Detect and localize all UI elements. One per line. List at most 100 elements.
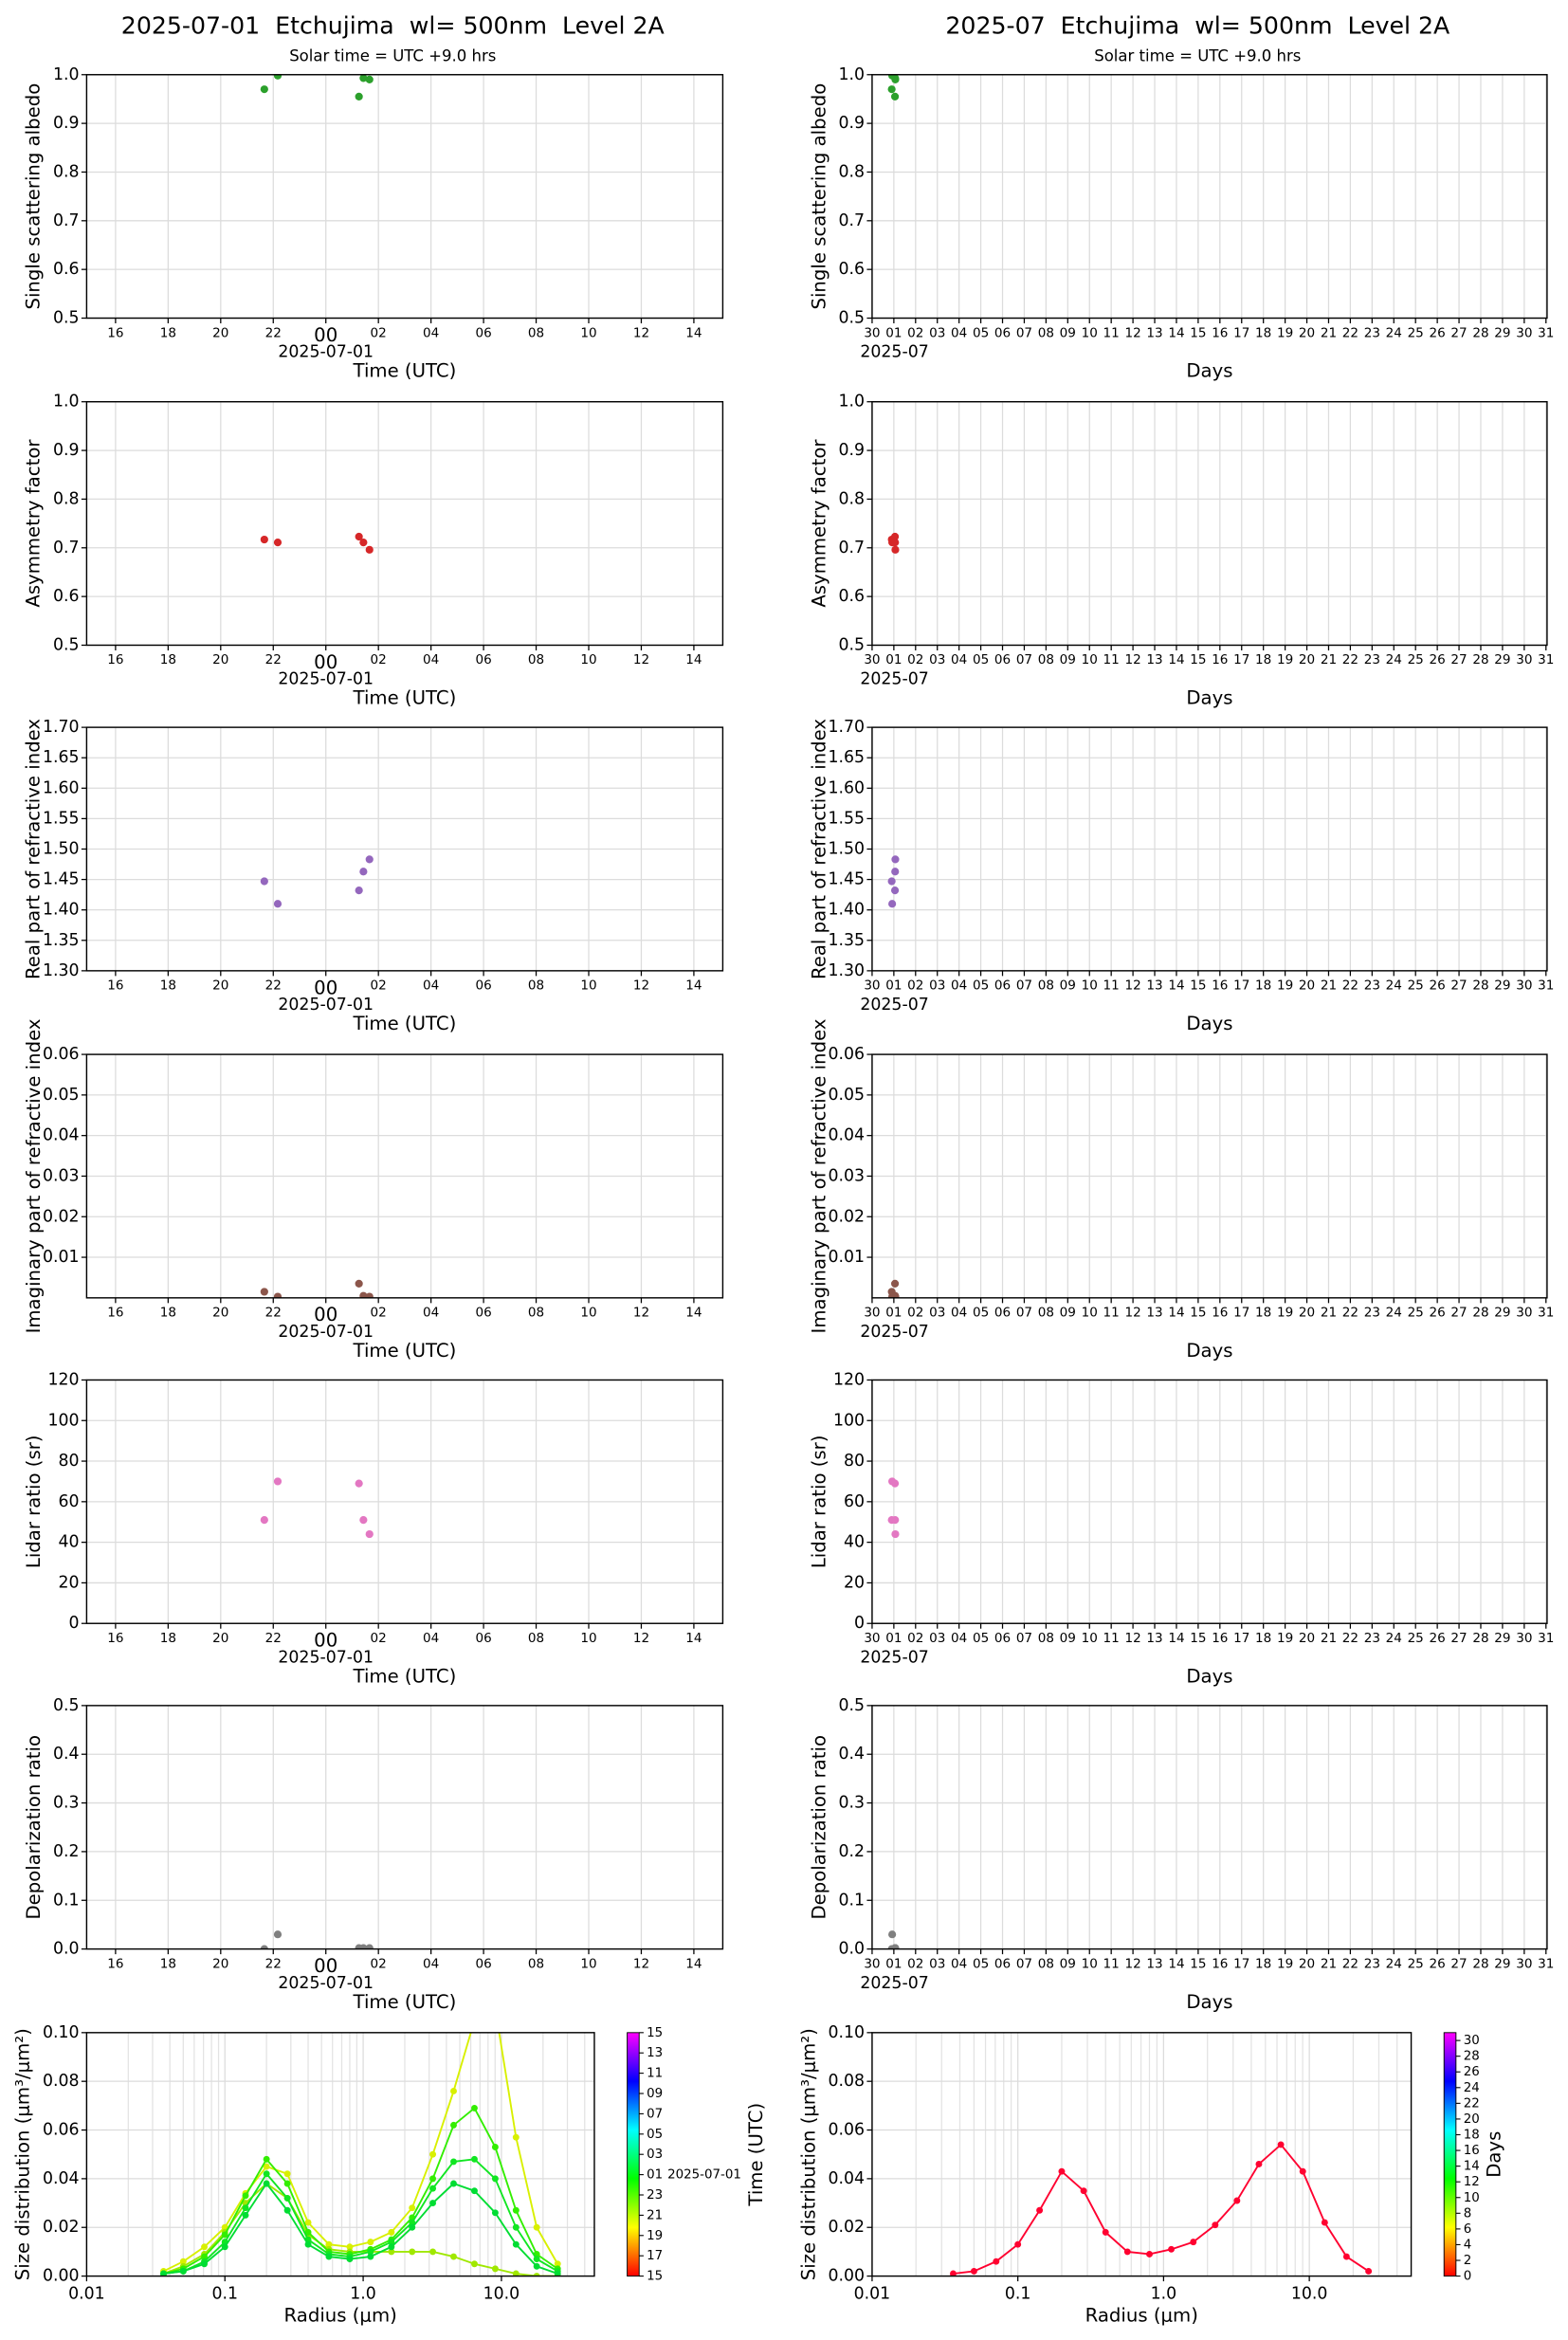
y-tick-label: 0.06 — [828, 1045, 865, 1064]
y-tick-label: 0.00 — [43, 2267, 80, 2286]
point — [891, 855, 900, 864]
colorbar-tick-label: 23 — [647, 2188, 663, 2203]
point — [890, 532, 900, 541]
x-tick-label: 13 — [1146, 1631, 1162, 1646]
point — [890, 1479, 900, 1488]
x-tick-label: 07 — [1016, 1306, 1032, 1321]
y-tick-label: 0.3 — [53, 1794, 80, 1813]
x-tick-label: 30 — [864, 978, 880, 994]
point — [283, 2206, 291, 2214]
x-tick-label: 07 — [1016, 1631, 1032, 1646]
point — [470, 2187, 478, 2195]
x-tick-label: 05 — [973, 1306, 989, 1321]
y-tick-label: 0.04 — [43, 1126, 80, 1145]
colorbar-tick-label: 03 — [647, 2148, 663, 2162]
y-tick-label: 100 — [833, 1411, 865, 1430]
x-tick-label: 02 — [907, 325, 923, 340]
x-tick-label: 18 — [1255, 1306, 1271, 1321]
y-tick-label: 0.1 — [53, 1891, 80, 1910]
x-tick-label: 16 — [1212, 1631, 1228, 1646]
panel: 1.30 1.35 1.40 1.45 1.50 1.55 1.60 1.65 1.70 30 01… — [808, 718, 1554, 1034]
y-tick-label: 1.0 — [53, 393, 80, 411]
x-tick-label: 29 — [1494, 978, 1510, 994]
point — [273, 1477, 283, 1486]
y-tick-label: 0.7 — [53, 539, 80, 558]
x-tick-label: 21 — [1321, 1631, 1337, 1646]
x-tick-label: 08 — [528, 1631, 544, 1646]
x-tick-label: 30 — [864, 1306, 880, 1321]
plot-area — [260, 1477, 374, 1539]
panel: 0.01 0.02 0.03 0.04 0.05 0.06 30 01 02 03 04 05 06 07… — [808, 1018, 1554, 1362]
point — [533, 2256, 540, 2263]
x-tick-label: 25 — [1408, 325, 1424, 340]
x-tick-label: 08 — [528, 1306, 544, 1321]
point — [533, 2262, 540, 2270]
panel: 0.01 0.02 0.03 0.04 0.05 0.06 16 18 20 22 00 02 04 06… — [23, 1018, 724, 1362]
x-tick-label: 22 — [1342, 1306, 1358, 1321]
x-tick-label: 21 — [1321, 1306, 1337, 1321]
colorbar-tick-label: 21 — [647, 2208, 663, 2222]
x-tick-label: 12 — [1124, 1956, 1140, 1971]
x-tick-label: 14 — [685, 652, 702, 667]
point — [512, 2240, 520, 2248]
x-tick-label: 07 — [1016, 325, 1032, 340]
x-tick-label: 01 — [885, 1956, 902, 1971]
x-tick-label: 22 — [265, 652, 282, 667]
y-tick-label: 1.65 — [828, 748, 865, 767]
y-tick-label: 1.55 — [828, 809, 865, 828]
x-tick-label: 19 — [1277, 652, 1293, 667]
point — [242, 2211, 249, 2219]
point — [949, 2270, 957, 2276]
plot-area — [260, 74, 374, 101]
x-tick-label: 00 — [314, 1955, 337, 1977]
chart-subtitle: Solar time = UTC +9.0 hrs — [1094, 46, 1301, 64]
x-tick-label: 28 — [1472, 978, 1488, 994]
x-tick-label: 12 — [1124, 652, 1140, 667]
x-tick-label: 06 — [994, 1631, 1011, 1646]
point — [512, 2133, 520, 2141]
x-tick-label: 20 — [1299, 652, 1315, 667]
point — [260, 1288, 268, 1296]
x-tick-label: 16 — [107, 1306, 123, 1321]
x-tick-label: 31 — [1538, 652, 1554, 667]
x-tick-label: 31 — [1538, 1306, 1554, 1321]
x-tick-label: 15 — [1190, 1306, 1206, 1321]
point — [355, 1479, 363, 1488]
point — [890, 887, 900, 895]
x-tick-label: 22 — [1342, 1956, 1358, 1971]
x-date-label: 2025-07-01 — [278, 1648, 374, 1667]
x-tick-label: 09 — [1060, 1306, 1076, 1321]
y-tick-label: 1.70 — [43, 718, 80, 737]
x-tick-label: 06 — [475, 978, 491, 994]
x-tick-label: 18 — [160, 325, 176, 340]
y-tick-label: 0.04 — [828, 1126, 865, 1145]
x-tick-label: 02 — [907, 1306, 923, 1321]
colorbar-tick-label: 24 — [1464, 2081, 1480, 2095]
x-tick-label: 21 — [1321, 652, 1337, 667]
y-tick-label: 0.4 — [53, 1745, 80, 1764]
x-tick-label: 05 — [973, 325, 989, 340]
point — [1233, 2197, 1241, 2204]
y-tick-label: 0.02 — [828, 2218, 865, 2237]
point — [273, 900, 283, 908]
x-tick-label: 14 — [1168, 1306, 1184, 1321]
colorbar-tick-label: 16 — [1464, 2144, 1480, 2158]
x-tick-label: 04 — [951, 978, 967, 994]
x-tick-label: 06 — [994, 325, 1011, 340]
x-tick-label: 10 — [580, 978, 596, 994]
panel: 0.00 0.02 0.04 0.06 0.08 0.10 0.01 0.1 1.0 10.0 Ra… — [12, 2023, 767, 2327]
x-tick-label: 08 — [1038, 652, 1054, 667]
x-date-label: 2025-07-01 — [278, 343, 374, 362]
y-tick-label: 0.04 — [828, 2169, 865, 2188]
x-tick-label: 22 — [1342, 652, 1358, 667]
point — [1321, 2219, 1328, 2226]
x-axis-label: Days — [1186, 1013, 1232, 1034]
x-tick-label: 02 — [371, 1306, 387, 1321]
x-tick-label: 19 — [1277, 1631, 1293, 1646]
x-tick-label: 18 — [160, 1631, 176, 1646]
y-tick-label: 40 — [58, 1533, 79, 1552]
x-tick-label: 16 — [107, 652, 123, 667]
colorbar-tick-label: 0 — [1464, 2270, 1472, 2284]
x-axis-label: Time (UTC) — [353, 1013, 457, 1034]
y-tick-label: 0.6 — [53, 587, 80, 606]
